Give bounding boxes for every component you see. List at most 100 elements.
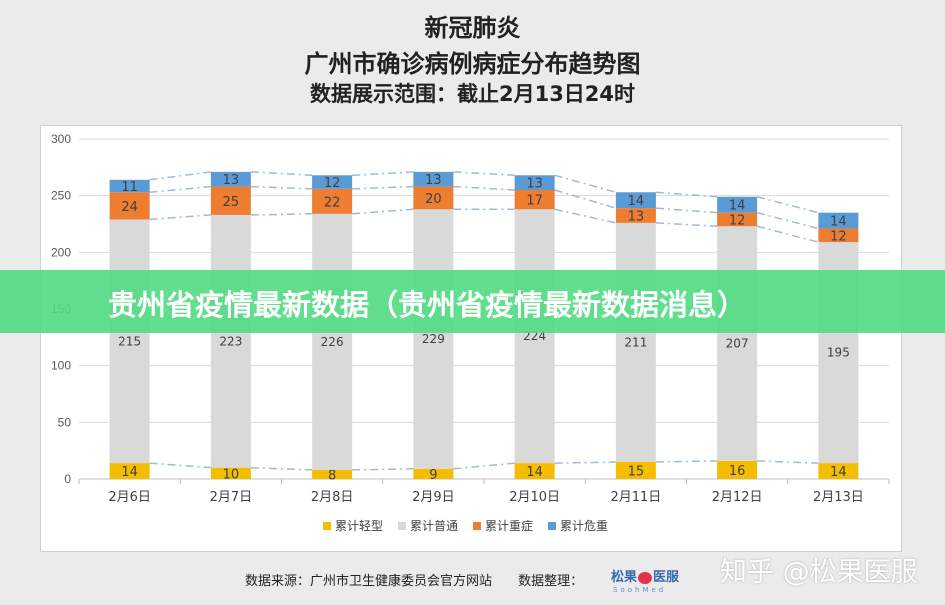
series-connector-line bbox=[453, 171, 515, 177]
data-label: 14 bbox=[526, 465, 543, 480]
series-connector-line bbox=[352, 468, 414, 471]
data-label: 14 bbox=[830, 465, 847, 480]
bar-segment bbox=[717, 460, 758, 479]
data-label: 13 bbox=[628, 210, 645, 225]
series-connector-line bbox=[554, 461, 616, 464]
bar-segment bbox=[413, 171, 454, 187]
bar-segment bbox=[615, 222, 656, 462]
series-connector-line bbox=[655, 460, 718, 463]
legend-swatch bbox=[473, 522, 481, 530]
stacked-bar-chart: 0501001502002503002月6日2月7日2月8日2月9日2月10日2… bbox=[51, 132, 890, 533]
x-tick-label: 2月12日 bbox=[712, 490, 763, 505]
data-label: 25 bbox=[223, 195, 240, 210]
footer: 数据来源：广州市卫生健康委员会官方网站 数据整理： bbox=[245, 570, 605, 589]
logo-text-left: 松果 bbox=[611, 570, 638, 585]
series-connector-line bbox=[554, 189, 617, 209]
bar-segment bbox=[514, 209, 555, 464]
series-connector-line bbox=[554, 208, 617, 224]
data-label: 13 bbox=[223, 173, 240, 188]
data-label: 13 bbox=[526, 177, 543, 192]
x-tick-label: 2月11日 bbox=[610, 490, 661, 505]
bar-segment bbox=[717, 196, 758, 213]
y-tick-label: 200 bbox=[51, 245, 71, 259]
bar-segment bbox=[210, 186, 251, 215]
bar-segment bbox=[413, 186, 454, 210]
y-tick-label: 100 bbox=[51, 359, 71, 373]
data-label: 13 bbox=[425, 173, 442, 188]
data-label: 22 bbox=[324, 195, 341, 210]
bar-segment bbox=[514, 190, 555, 210]
series-connector-line bbox=[453, 462, 515, 470]
bar-segment bbox=[413, 468, 454, 479]
series-connector-line bbox=[352, 208, 414, 215]
series-connector-line bbox=[250, 466, 313, 471]
series-connector-line bbox=[756, 196, 819, 214]
bar-segment bbox=[109, 192, 150, 220]
data-label: 24 bbox=[121, 200, 138, 215]
x-tick-label: 2月7日 bbox=[210, 490, 253, 505]
organizer-label: 数据整理： bbox=[518, 574, 584, 589]
data-label: 10 bbox=[223, 467, 240, 482]
bar-segment bbox=[514, 463, 555, 479]
bar-segment bbox=[615, 192, 656, 209]
data-label: 20 bbox=[425, 192, 442, 207]
bar-segment bbox=[109, 219, 150, 464]
data-label: 14 bbox=[830, 215, 847, 230]
data-label: 195 bbox=[827, 346, 850, 360]
y-tick-label: 0 bbox=[64, 472, 71, 486]
headline-text: 贵州省疫情最新数据（贵州省疫情最新数据消息） bbox=[108, 288, 747, 322]
series-connector-line bbox=[250, 171, 313, 177]
data-source: 数据来源：广州市卫生健康委员会官方网站 bbox=[245, 574, 493, 589]
legend-label: 累计重症 bbox=[485, 518, 533, 533]
bar-segment bbox=[717, 226, 758, 461]
chart-title-line3: 数据展示范围：截止2月13日24时 bbox=[309, 82, 636, 106]
legend-label: 累计危重 bbox=[560, 519, 608, 533]
data-label: 14 bbox=[729, 199, 746, 214]
bar-segment bbox=[615, 462, 656, 479]
series-connector-line bbox=[756, 211, 819, 230]
y-tick-label: 300 bbox=[51, 132, 71, 146]
data-label: 223 bbox=[219, 334, 242, 348]
series-connector-line bbox=[655, 207, 718, 214]
logo-pot-icon bbox=[638, 571, 653, 584]
series-connector-line bbox=[756, 225, 819, 243]
x-tick-label: 2月10日 bbox=[509, 490, 560, 505]
x-tick-label: 2月6日 bbox=[108, 490, 151, 505]
x-tick-label: 2月9日 bbox=[412, 490, 455, 505]
y-tick-label: 50 bbox=[58, 415, 72, 429]
series-connector-line bbox=[352, 185, 414, 190]
soohmed-logo: 松果 医服 bbox=[611, 566, 679, 585]
data-label: 15 bbox=[628, 465, 645, 480]
logo-text-right: 医服 bbox=[653, 570, 680, 585]
chart-panel: 0501001502002503002月6日2月7日2月8日2月9日2月10日2… bbox=[40, 125, 902, 552]
data-label: 8 bbox=[328, 468, 336, 483]
legend-label: 累计普通 bbox=[410, 519, 458, 533]
bar-segment bbox=[514, 175, 555, 190]
data-label: 215 bbox=[118, 334, 141, 348]
bar-segment bbox=[210, 467, 251, 479]
bar-segment bbox=[109, 463, 150, 479]
series-connector-line bbox=[250, 213, 313, 216]
bar-segment bbox=[312, 213, 353, 470]
series-connector-line bbox=[453, 185, 515, 191]
bar-segment bbox=[312, 469, 353, 479]
bar-segment bbox=[312, 175, 353, 189]
data-label: 12 bbox=[324, 176, 341, 191]
series-connector-line bbox=[250, 185, 313, 190]
series-connector-line bbox=[149, 214, 211, 221]
bar-segment bbox=[818, 228, 859, 243]
legend-swatch bbox=[548, 522, 556, 530]
bar-segment bbox=[413, 209, 454, 469]
data-label: 14 bbox=[628, 194, 645, 209]
headline-banner: 贵州省疫情最新数据（贵州省疫情最新数据消息） bbox=[0, 270, 945, 333]
data-label: 16 bbox=[729, 464, 746, 479]
zhihu-watermark: 知乎 @松果医服 bbox=[720, 557, 918, 588]
logo-subtext: SoohMed bbox=[613, 586, 667, 594]
series-connector-line bbox=[757, 460, 819, 464]
series-connector-line bbox=[554, 174, 617, 193]
series-connector-line bbox=[655, 191, 718, 198]
legend-swatch bbox=[398, 522, 406, 530]
series-connector-line bbox=[149, 185, 211, 194]
bar-segment bbox=[312, 188, 353, 214]
legend-label: 累计轻型 bbox=[335, 519, 383, 533]
